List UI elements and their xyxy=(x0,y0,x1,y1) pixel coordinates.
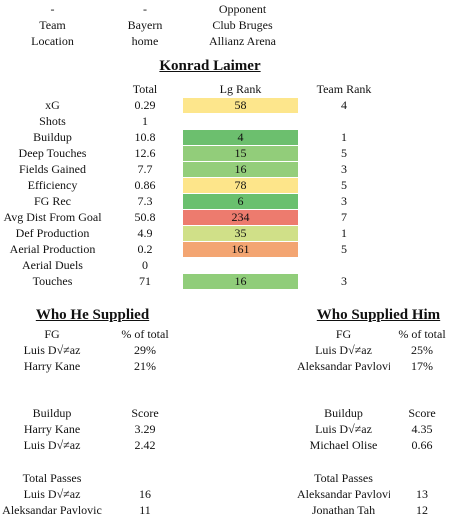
column-header: Total Passes xyxy=(22,471,82,485)
player-name-cell: Michael Olise xyxy=(309,438,378,452)
total-value: 7.3 xyxy=(137,194,153,208)
lg-rank-cell: 161 xyxy=(183,241,298,257)
header-cell: - xyxy=(50,2,55,16)
player-name-cell: Luis D√≠az xyxy=(315,422,372,436)
row-label: Fields Gained xyxy=(19,162,86,176)
player-name-cell: Luis D√≠az xyxy=(23,343,81,357)
header-cell: Location xyxy=(31,34,74,48)
team-rank: 3 xyxy=(341,194,347,208)
lg-rank-cell: 234 xyxy=(183,209,298,225)
lg-rank-cell: 58 xyxy=(183,97,298,113)
column-header: % of total xyxy=(398,327,446,341)
total-value: 0 xyxy=(142,258,148,272)
row-label: Avg Dist From Goal xyxy=(3,210,102,224)
column-header: Buildup xyxy=(32,406,72,420)
header-cell: - xyxy=(143,2,147,16)
column-header: % of total xyxy=(121,327,169,341)
value-cell: 21% xyxy=(134,359,156,373)
column-header: FG xyxy=(335,327,352,341)
row-label: Aerial Duels xyxy=(22,258,83,272)
team-rank: 5 xyxy=(341,242,347,256)
team-rank: 3 xyxy=(341,274,347,288)
player-name-cell: Luis D√≠az xyxy=(23,438,81,452)
player-name-cell: Aleksandar Pavlovic xyxy=(2,503,102,517)
player-name-cell: Harry Kane xyxy=(23,422,81,436)
column-header: Total Passes xyxy=(314,471,373,485)
value-cell: 0.66 xyxy=(411,438,433,452)
row-label: Touches xyxy=(32,274,73,288)
total-value: 71 xyxy=(139,274,151,288)
value-cell: 13 xyxy=(416,487,428,501)
player-name-cell: Jonathan Tah xyxy=(311,503,376,517)
value-cell: 11 xyxy=(139,503,151,517)
header-cell: Club Bruges xyxy=(212,18,273,32)
header-cell: Team xyxy=(39,18,66,32)
column-header: Score xyxy=(131,406,159,420)
row-label: Shots xyxy=(39,114,66,128)
player-name-cell: Harry Kane xyxy=(23,359,81,373)
team-rank: 7 xyxy=(341,210,347,224)
player-name-cell: Aleksandar Pavlovic xyxy=(297,359,390,373)
value-cell: 4.35 xyxy=(411,422,433,436)
value-cell: 12 xyxy=(416,503,428,517)
value-cell: 16 xyxy=(139,487,151,501)
total-value: 10.8 xyxy=(134,130,156,144)
lg-rank-cell: 4 xyxy=(183,129,298,145)
column-header: FG xyxy=(44,327,60,341)
column-header: Buildup xyxy=(324,406,363,420)
row-label: FG Rec xyxy=(34,194,71,208)
lg-rank-cell: 15 xyxy=(183,145,298,161)
row-label: Buildup xyxy=(33,130,72,144)
total-value: 12.6 xyxy=(134,146,156,160)
team-rank: 5 xyxy=(341,178,347,192)
column-header: Team Rank xyxy=(316,82,372,96)
value-cell: 29% xyxy=(134,343,156,357)
total-value: 0.2 xyxy=(137,242,153,256)
row-label: Def Production xyxy=(15,226,90,240)
row-label: Efficiency xyxy=(27,178,78,192)
team-rank: 5 xyxy=(341,146,347,160)
lg-rank-cell: 16 xyxy=(183,161,298,177)
value-cell: 2.42 xyxy=(134,438,156,452)
section-title: Who Supplied Him xyxy=(316,307,441,323)
team-rank: 3 xyxy=(341,162,347,176)
team-rank: 4 xyxy=(341,98,347,112)
player-name-cell: Aleksandar Pavlovic xyxy=(297,487,390,501)
total-value: 1 xyxy=(142,114,148,128)
column-header: Total xyxy=(132,82,158,96)
header-cell: Allianz Arena xyxy=(209,34,276,48)
lg-rank-cell: 16 xyxy=(183,273,298,289)
team-rank: 1 xyxy=(341,130,347,144)
team-rank: 1 xyxy=(341,226,347,240)
row-label: Aerial Production xyxy=(9,242,96,256)
header-cell: Opponent xyxy=(218,2,267,16)
total-value: 4.9 xyxy=(137,226,153,240)
row-label: xG xyxy=(45,98,60,112)
total-value: 50.8 xyxy=(134,210,156,224)
row-label: Deep Touches xyxy=(18,146,87,160)
value-cell: 25% xyxy=(411,343,433,357)
total-value: 7.7 xyxy=(137,162,153,176)
value-cell: 17% xyxy=(411,359,433,373)
column-header: Score xyxy=(408,406,436,420)
value-cell: 3.29 xyxy=(134,422,156,436)
section-title: Who He Supplied xyxy=(35,307,150,323)
lg-rank-cell: 6 xyxy=(183,193,298,209)
total-value: 0.86 xyxy=(134,178,156,192)
lg-rank-cell: 78 xyxy=(183,177,298,193)
player-name-cell: Luis D√≠az xyxy=(315,343,372,357)
header-cell: home xyxy=(131,34,159,48)
player-name-cell: Luis D√≠az xyxy=(23,487,81,501)
header-cell: Bayern xyxy=(127,18,163,32)
player-name: Konrad Laimer xyxy=(159,58,261,74)
lg-rank-cell: 35 xyxy=(183,225,298,241)
total-value: 0.29 xyxy=(134,98,156,112)
column-header: Lg Rank xyxy=(219,82,262,96)
